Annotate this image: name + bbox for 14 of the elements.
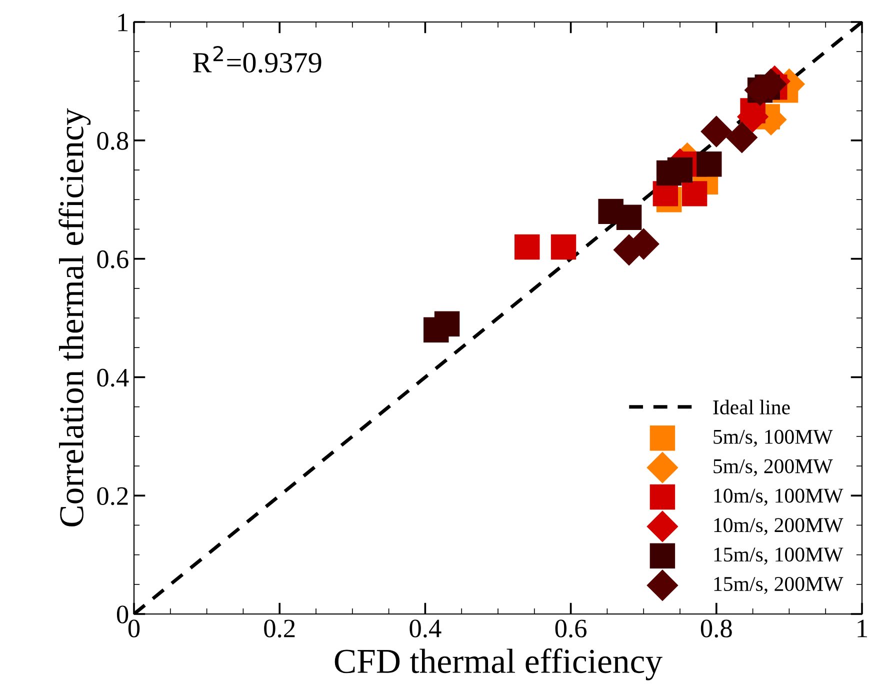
y-axis-title: Correlation thermal efficiency [58, 108, 91, 526]
x-tick-label: 0 [128, 620, 140, 638]
y-tick-label: 0.6 [97, 250, 128, 268]
x-tick-label: 0.2 [264, 620, 295, 638]
x-tick-label: 0.6 [555, 620, 587, 638]
x-tick-label: 0.8 [700, 620, 732, 638]
y-tick-label: 0.8 [97, 132, 128, 150]
y-tick-label: 0.2 [97, 487, 128, 506]
y-tick-label: 1 [118, 14, 128, 32]
y-tick-label: 0 [116, 606, 128, 624]
x-tick-label: 0.4 [410, 620, 442, 638]
x-tick-label: 1 [858, 620, 868, 638]
x-axis-title: CFD thermal efficiency [334, 648, 662, 680]
y-tick-label: 0.4 [97, 368, 129, 387]
